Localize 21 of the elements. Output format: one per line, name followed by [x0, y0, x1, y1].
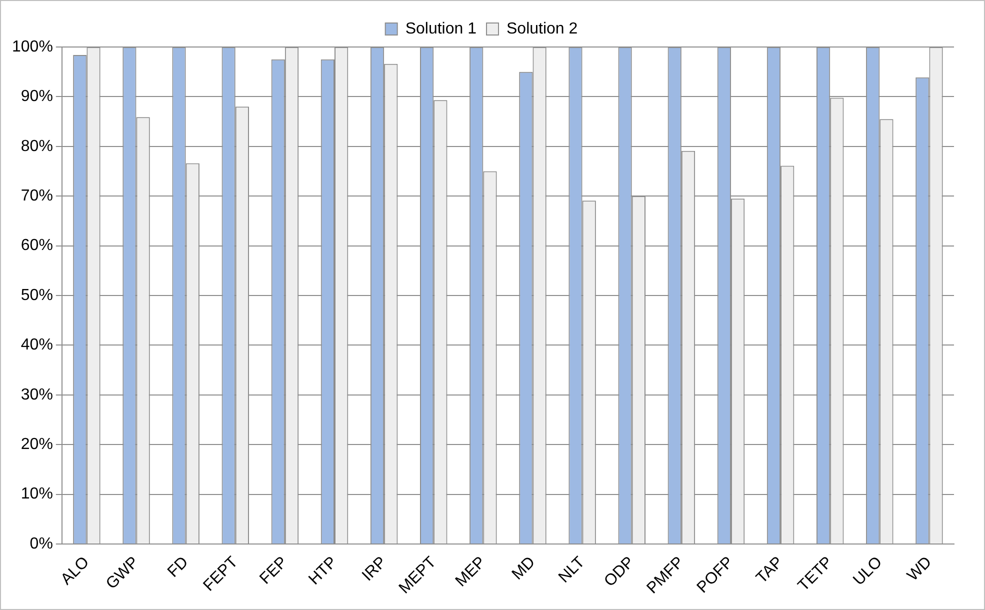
x-tick-label: MD — [509, 554, 539, 584]
x-tick-label: FEP — [256, 554, 291, 588]
y-tick-label: 10% — [20, 486, 53, 503]
y-tick-label: 0% — [30, 535, 53, 552]
y-tick-label: 50% — [20, 286, 53, 304]
y-tick-label: 60% — [20, 237, 53, 254]
y-tick-label: 30% — [20, 386, 53, 404]
legend-label: Solution 1 — [405, 20, 477, 38]
x-tick-label: TAP — [753, 554, 786, 587]
y-tick-label: 70% — [20, 188, 53, 205]
legend-label: Solution 2 — [506, 20, 578, 38]
y-tick-label: 90% — [20, 88, 53, 106]
y-tick-label: 20% — [20, 436, 53, 454]
x-tick-label: IRP — [359, 554, 390, 585]
y-tick-label: 100% — [12, 38, 53, 56]
x-tick-label: NLT — [556, 554, 588, 586]
x-tick-label: WD — [904, 554, 936, 585]
y-tick-label: 40% — [20, 336, 53, 354]
x-tick-label: ULO — [850, 554, 886, 589]
x-tick-label: FD — [164, 554, 192, 581]
y-tick-label: 80% — [20, 138, 53, 155]
